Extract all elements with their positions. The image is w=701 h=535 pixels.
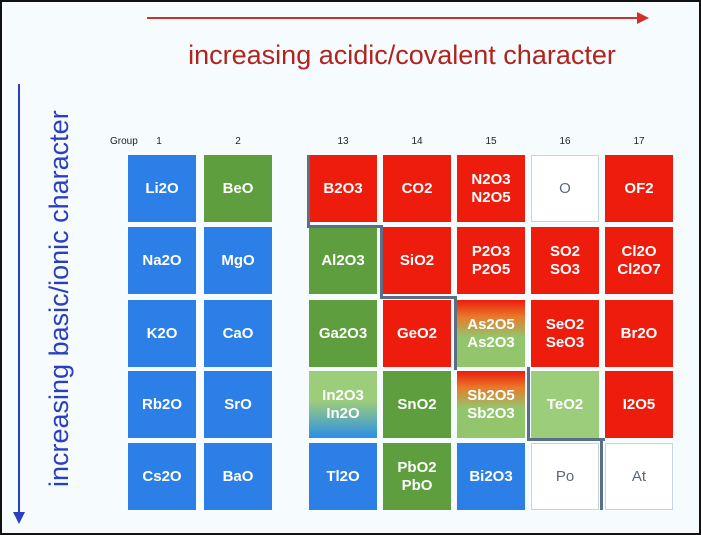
group-label: Group — [110, 136, 138, 147]
boundary-line — [454, 296, 457, 370]
boundary-line — [380, 225, 383, 298]
boundary-line — [307, 225, 383, 228]
oxide-cell: SiO2 — [383, 227, 451, 294]
boundary-line — [307, 155, 310, 227]
oxide-cell: Tl2O — [309, 443, 377, 510]
oxide-cell: BeO — [204, 155, 272, 222]
group-header-16: 16 — [559, 136, 571, 147]
oxide-cell: BaO — [204, 443, 272, 510]
oxide-cell: At — [605, 443, 673, 510]
oxide-cell: I2O5 — [605, 371, 673, 438]
oxide-cell: In2O3 In2O — [309, 371, 377, 438]
oxide-cell: SO2 SO3 — [531, 227, 599, 294]
oxide-cell: CaO — [204, 300, 272, 367]
oxide-cell: OF2 — [605, 155, 673, 222]
oxide-cell: As2O5 As2O3 — [457, 300, 525, 367]
group-header-13: 13 — [337, 136, 349, 147]
oxide-cell: K2O — [128, 300, 196, 367]
oxide-cell: Po — [531, 443, 599, 510]
oxide-cell: Br2O — [605, 300, 673, 367]
oxide-cell: Cl2O Cl2O7 — [605, 227, 673, 294]
oxide-cell: P2O3 P2O5 — [457, 227, 525, 294]
oxide-cell: Sb2O5 Sb2O3 — [457, 371, 525, 438]
group-header-14: 14 — [411, 136, 423, 147]
oxide-cell: N2O3 N2O5 — [457, 155, 525, 222]
right-arrow-icon — [147, 12, 649, 24]
down-arrow-icon — [13, 84, 25, 524]
oxide-cell: Al2O3 — [309, 227, 377, 294]
oxide-cell: GeO2 — [383, 300, 451, 367]
oxide-cell: PbO2 PbO — [383, 443, 451, 510]
horizontal-axis-title: increasing acidic/covalent character — [188, 40, 616, 70]
oxide-cell: Li2O — [128, 155, 196, 222]
boundary-line — [527, 438, 605, 441]
oxide-cell: Na2O — [128, 227, 196, 294]
boundary-line — [600, 438, 603, 510]
group-header-17: 17 — [633, 136, 645, 147]
oxide-cell: Ga2O3 — [309, 300, 377, 367]
oxide-cell: SrO — [204, 371, 272, 438]
oxide-cell: B2O3 — [309, 155, 377, 222]
vertical-axis-title: increasing basic/ionic character — [44, 110, 74, 488]
oxide-cell: SnO2 — [383, 371, 451, 438]
oxide-cell: O — [531, 155, 599, 222]
group-header-1: 1 — [156, 136, 162, 147]
oxide-cell: TeO2 — [531, 371, 599, 438]
oxide-cell: Rb2O — [128, 371, 196, 438]
group-header-15: 15 — [485, 136, 497, 147]
boundary-line — [527, 367, 530, 439]
oxide-cell: MgO — [204, 227, 272, 294]
oxide-cell: SeO2 SeO3 — [531, 300, 599, 367]
group-header-2: 2 — [235, 136, 241, 147]
oxide-cell: Cs2O — [128, 443, 196, 510]
oxide-cell: CO2 — [383, 155, 451, 222]
oxide-cell: Bi2O3 — [457, 443, 525, 510]
boundary-line — [380, 296, 457, 299]
